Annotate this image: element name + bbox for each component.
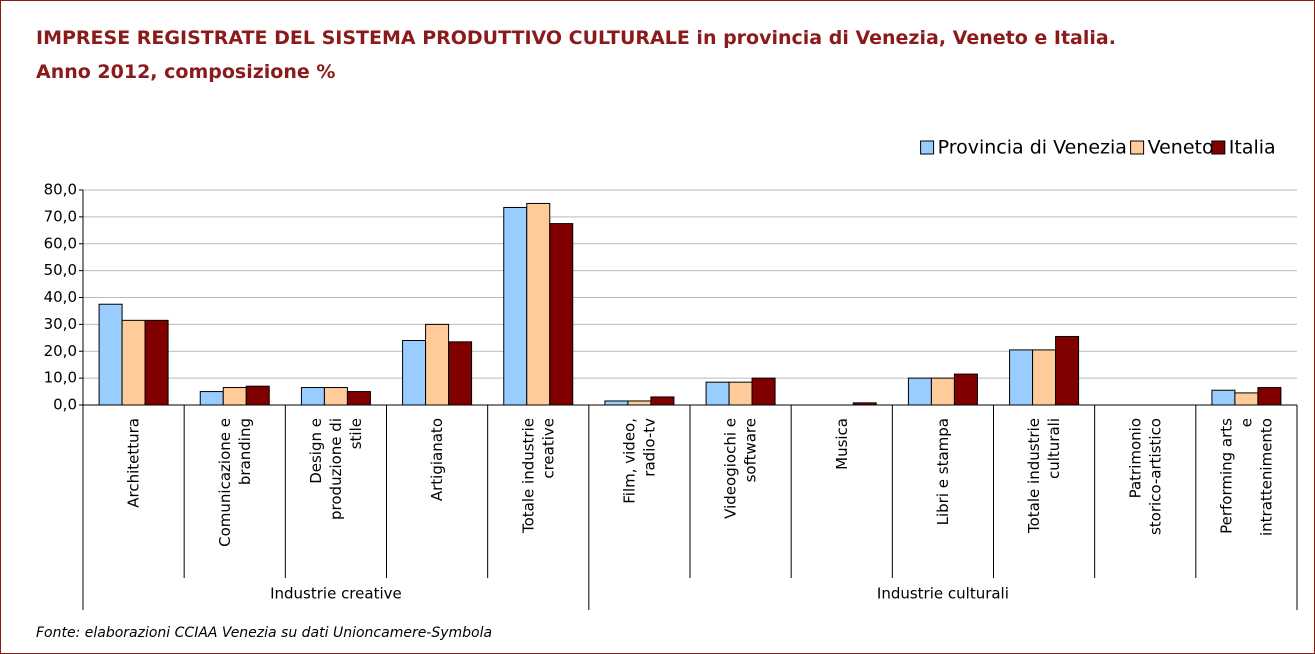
y-tick-label: 50,0: [44, 261, 77, 279]
bar: [907, 377, 932, 406]
bar: [526, 202, 551, 406]
bar: [503, 206, 528, 406]
bar: [300, 387, 325, 406]
bar: [930, 377, 955, 406]
label-line: Performing arts: [1217, 418, 1235, 534]
x-tick-label: Film, video, radio-tv: [620, 418, 658, 504]
x-tick-label: Architettura: [124, 418, 142, 508]
y-tick-label: 10,0: [44, 369, 77, 387]
bar: [1234, 392, 1259, 406]
legend-swatch: [1211, 140, 1226, 155]
x-tick-label: Totale industrie creative: [519, 418, 557, 534]
label-line: Design e: [306, 418, 324, 484]
bar: [751, 377, 776, 406]
label-line: Comunicazione e: [215, 418, 233, 547]
bar: [245, 385, 270, 406]
bar: [98, 303, 123, 406]
y-tick-label: 70,0: [44, 207, 77, 225]
chart-title: IMPRESE REGISTRATE DEL SISTEMA PRODUTTIV…: [36, 27, 1116, 49]
label-line: Architettura: [124, 418, 142, 508]
label-line: culturali: [1045, 418, 1063, 479]
bar: [953, 373, 978, 406]
group-label: Industrie culturali: [877, 585, 1009, 603]
label-line: Artigianato: [428, 418, 446, 501]
source: Fonte: elaborazioni CCIAA Venezia su dat…: [36, 625, 492, 641]
bar: [604, 400, 629, 406]
x-tick-label: Design e produzione di stile: [306, 418, 364, 520]
bar: [144, 319, 169, 406]
bar: [1257, 387, 1282, 406]
x-tick-label: Patrimonio storico-artistico: [1126, 418, 1164, 535]
bar: [1055, 335, 1080, 406]
label-line: radio-tv: [640, 418, 658, 477]
label-line: produzione di: [326, 418, 344, 520]
bar: [323, 387, 348, 406]
x-tick-label: Totale industrie culturali: [1025, 418, 1063, 534]
x-tick-label: Artigianato: [428, 418, 446, 501]
legend-label: Veneto: [1148, 137, 1214, 159]
legend-swatch: [920, 140, 935, 155]
legend-label: Italia: [1229, 137, 1276, 159]
label-line: e: [1237, 418, 1255, 427]
bar: [199, 391, 224, 406]
y-tick-label: 40,0: [44, 288, 77, 306]
legend-swatch: [1130, 140, 1145, 155]
y-tick-label: 60,0: [44, 234, 77, 252]
x-tick-label: Libri e stampa: [933, 418, 951, 525]
legend-label: Provincia di Venezia: [938, 137, 1127, 159]
label-line: stile: [346, 418, 364, 449]
bar: [549, 223, 574, 406]
chart-subtitle: Anno 2012, composizione %: [36, 61, 335, 83]
y-tick-label: 30,0: [44, 315, 77, 333]
x-tick-label: Videogiochi e software: [721, 418, 759, 519]
x-tick-label: Musica: [832, 418, 850, 470]
label-line: software: [741, 418, 759, 482]
bar: [650, 396, 675, 406]
bar: [627, 400, 652, 406]
bar: [728, 381, 753, 406]
label-line: intrattenimento: [1257, 418, 1275, 536]
bar: [1009, 349, 1034, 406]
x-tick-label: Comunicazione e branding: [215, 418, 253, 547]
bar: [222, 387, 247, 406]
label-line: Musica: [832, 418, 850, 470]
bar: [705, 381, 730, 406]
bar: [448, 341, 473, 406]
bar: [1032, 349, 1057, 406]
bar: [1211, 389, 1236, 406]
label-line: creative: [539, 418, 557, 479]
bar: [402, 340, 427, 406]
bar: [121, 319, 146, 406]
label-line: Totale industrie: [1025, 418, 1043, 534]
label-line: Patrimonio: [1126, 418, 1144, 498]
label-line: storico-artistico: [1146, 418, 1164, 535]
y-tick-label: 20,0: [44, 342, 77, 360]
label-line: Videogiochi e: [721, 418, 739, 519]
x-tick-label: Performing arts e intrattenimento: [1217, 418, 1275, 536]
label-line: Libri e stampa: [933, 418, 951, 525]
y-tick-label: 0,0: [53, 396, 77, 414]
label-line: branding: [235, 418, 253, 485]
bar: [346, 391, 371, 406]
group-label: Industrie creative: [270, 585, 402, 603]
bar: [425, 323, 450, 406]
label-line: Totale industrie: [519, 418, 537, 534]
label-line: Film, video,: [620, 418, 638, 504]
y-tick-label: 80,0: [44, 181, 77, 199]
